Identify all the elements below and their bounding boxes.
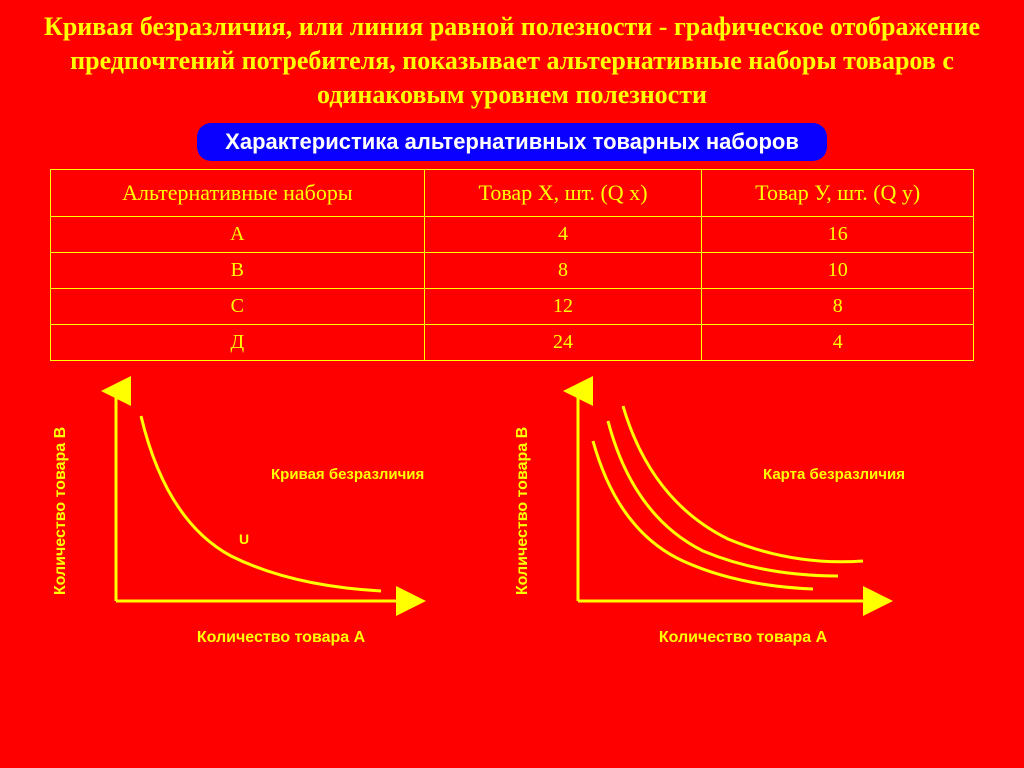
table-row: А 4 16 (51, 217, 974, 253)
chart-ylabel: Количество товара В (52, 427, 70, 595)
table-cell: С (51, 289, 425, 325)
curve-label: Карта безразличия (763, 466, 905, 483)
indifference-curve-1 (593, 441, 813, 589)
table-cell: Д (51, 325, 425, 361)
chart-svg (71, 381, 451, 621)
table-header: Альтернативные наборы (51, 170, 425, 217)
table-header: Товар У, шт. (Q y) (702, 170, 974, 217)
table-cell: 4 (702, 325, 974, 361)
indifference-map-chart: Количество товара В Карта безразличия Ко (533, 381, 953, 641)
table-row: Д 24 4 (51, 325, 974, 361)
table-row: С 12 8 (51, 289, 974, 325)
table-cell: 8 (424, 253, 702, 289)
chart-xlabel: Количество товара А (659, 629, 827, 647)
u-label: U (239, 531, 249, 547)
indifference-curve (141, 416, 381, 591)
slide-title: Кривая безразличия, или линия равной пол… (30, 10, 994, 111)
table-cell: 12 (424, 289, 702, 325)
table-cell: 16 (702, 217, 974, 253)
table-header-row: Альтернативные наборы Товар Х, шт. (Q x)… (51, 170, 974, 217)
data-table: Альтернативные наборы Товар Х, шт. (Q x)… (50, 169, 974, 361)
chart-xlabel: Количество товара А (197, 629, 365, 647)
table-cell: 8 (702, 289, 974, 325)
curve-label: Кривая безразличия (271, 466, 424, 483)
indifference-curve-chart: Количество товара В Кривая безразличия U (71, 381, 491, 641)
table-cell: 10 (702, 253, 974, 289)
table-cell: В (51, 253, 425, 289)
table-header: Товар Х, шт. (Q x) (424, 170, 702, 217)
table-cell: 24 (424, 325, 702, 361)
chart-ylabel: Количество товара В (514, 427, 532, 595)
table-row: В 8 10 (51, 253, 974, 289)
section-banner: Характеристика альтернативных товарных н… (197, 123, 827, 161)
indifference-curve-2 (608, 421, 838, 576)
table-cell: А (51, 217, 425, 253)
indifference-curve-3 (623, 406, 863, 562)
table-cell: 4 (424, 217, 702, 253)
chart-svg (533, 381, 913, 621)
